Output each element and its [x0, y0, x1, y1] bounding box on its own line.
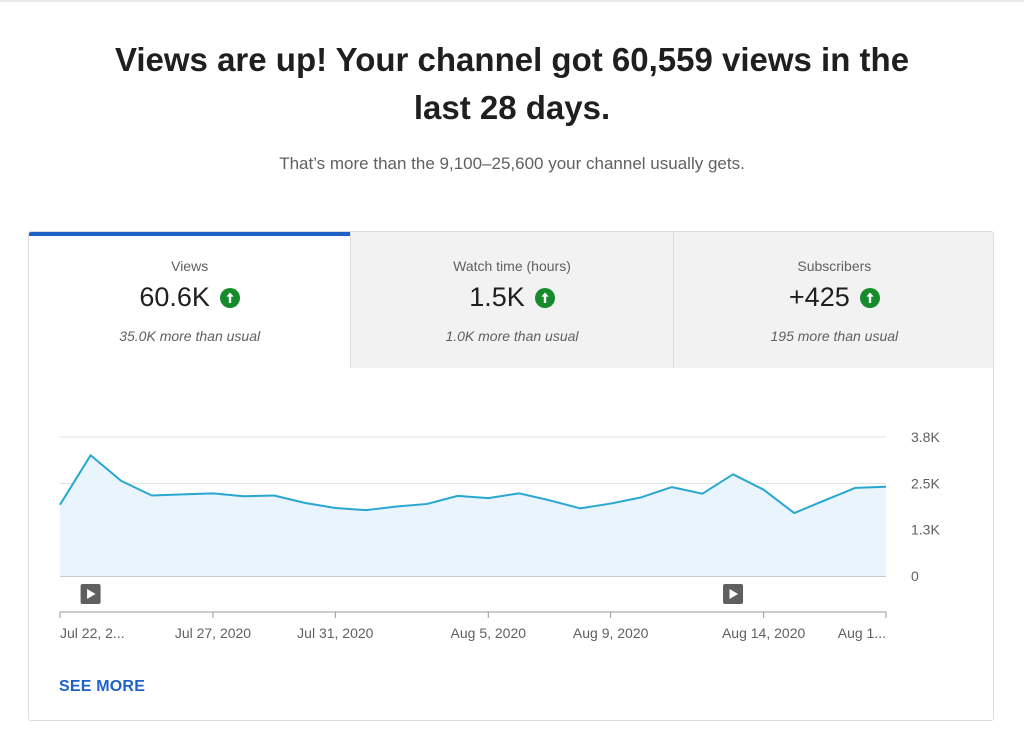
data-point — [670, 485, 674, 489]
tab-note: 195 more than usual — [770, 328, 899, 344]
data-point — [578, 506, 582, 510]
data-point — [119, 479, 123, 483]
data-point — [89, 453, 93, 457]
x-tick-label: Aug 9, 2020 — [573, 625, 649, 641]
area-fill — [60, 455, 886, 576]
x-tick-label: Aug 5, 2020 — [451, 625, 527, 641]
data-point — [425, 502, 429, 506]
arrow-up-icon — [859, 287, 880, 308]
y-tick-label: 2.5K — [911, 475, 940, 491]
views-chart: 0 1.3K 2.5K 3.8K Jul 22, 2... Jul 27, 2020 Jul… — [58, 429, 940, 641]
arrow-up-icon — [219, 287, 240, 308]
top-divider — [0, 0, 1024, 2]
see-more-button[interactable]: SEE MORE — [59, 678, 146, 695]
data-point — [853, 486, 857, 490]
data-point — [456, 494, 460, 498]
page-headline: Views are up! Your channel got 60,559 vi… — [114, 41, 910, 126]
data-point — [58, 503, 62, 507]
play-icon[interactable] — [80, 584, 101, 604]
page-subheadline: That’s more than the 9,100–25,600 your c… — [279, 154, 745, 173]
data-point — [731, 472, 735, 476]
tab-value-row: +425 — [674, 282, 993, 313]
y-tick-label: 3.8K — [911, 429, 940, 445]
data-point — [792, 511, 796, 515]
tab-note: 1.0K more than usual — [445, 328, 579, 344]
data-point — [884, 485, 888, 489]
arrow-up-icon — [534, 287, 555, 308]
data-point — [762, 488, 766, 492]
tab-label: Watch time (hours) — [453, 258, 571, 274]
play-icon[interactable] — [723, 584, 744, 604]
data-point — [333, 506, 337, 510]
tab-note: 35.0K more than usual — [119, 328, 261, 344]
data-point — [486, 496, 490, 500]
y-tick-label: 1.3K — [911, 522, 940, 538]
x-tick-label: Aug 14, 2020 — [722, 625, 806, 641]
data-point — [364, 508, 368, 512]
data-point — [211, 491, 215, 495]
tab-label: Views — [171, 258, 209, 274]
tab-subscribers[interactable]: Subscribers +425 195 more than usual — [672, 232, 993, 368]
x-tick-label: Jul 31, 2020 — [297, 625, 373, 641]
analytics-card: Views 60.6K 35.0K more than usual Watch … — [28, 231, 994, 721]
data-point — [180, 492, 184, 496]
data-point — [517, 491, 521, 495]
views-series-line — [59, 454, 887, 515]
data-point — [823, 498, 827, 502]
x-tick-label: Aug 1... — [838, 625, 886, 641]
data-point — [272, 494, 276, 498]
data-point — [609, 502, 613, 506]
y-tick-label: 0 — [911, 568, 919, 584]
data-point — [150, 494, 154, 498]
data-point — [242, 494, 246, 498]
data-point — [303, 501, 307, 505]
data-point — [700, 492, 704, 496]
tab-value: 1.5K — [469, 282, 525, 312]
tab-watch-time[interactable]: Watch time (hours) 1.5K 1.0K more than u… — [350, 232, 673, 368]
x-tick-label: Jul 22, 2... — [60, 625, 125, 641]
x-tick-label: Jul 27, 2020 — [175, 625, 251, 641]
data-point — [547, 498, 551, 502]
tab-views[interactable]: Views 60.6K 35.0K more than usual — [29, 232, 351, 368]
metric-tabs: Views 60.6K 35.0K more than usual Watch … — [29, 232, 993, 368]
data-point — [395, 505, 399, 509]
tab-value: 60.6K — [139, 282, 210, 312]
data-point — [639, 495, 643, 499]
tab-value: +425 — [788, 282, 850, 312]
tab-value-row: 1.5K — [351, 282, 672, 313]
tab-label: Subscribers — [797, 258, 872, 274]
tab-value-row: 60.6K — [29, 282, 350, 313]
